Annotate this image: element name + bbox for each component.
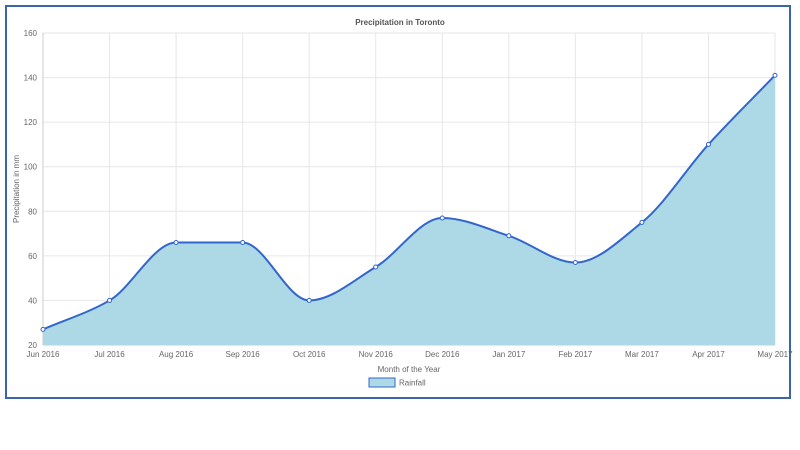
x-axis-ticks: Jun 2016 Jul 2016 Aug 2016 Sep 2016 Oct 2016… [27,350,794,359]
y-tick-label: 160 [24,29,38,38]
y-tick-label: 80 [28,207,37,216]
y-tick-label: 100 [24,163,38,172]
x-tick-label: Feb 2017 [558,350,592,359]
y-axis-ticks: 20 40 60 80 100 120 140 160 [24,29,38,350]
plot-area [40,72,778,345]
data-point[interactable] [506,233,512,239]
data-point[interactable] [639,219,645,225]
x-tick-label: May 2017 [757,350,793,359]
data-point[interactable] [439,215,445,221]
data-point[interactable] [240,239,246,245]
data-point[interactable] [705,141,711,147]
legend-label: Rainfall [399,379,426,388]
y-axis-label: Precipitation in mm [12,155,21,223]
x-tick-label: Jul 2016 [94,350,125,359]
y-tick-label: 120 [24,118,38,127]
data-point[interactable] [306,297,312,303]
x-tick-label: Jan 2017 [492,350,525,359]
data-point[interactable] [772,72,778,78]
x-tick-label: Jun 2016 [27,350,60,359]
x-tick-label: Apr 2017 [692,350,725,359]
x-tick-label: Oct 2016 [293,350,326,359]
x-tick-label: Nov 2016 [359,350,394,359]
data-point[interactable] [173,239,179,245]
x-tick-label: Mar 2017 [625,350,659,359]
legend-swatch [368,377,396,388]
y-tick-label: 20 [28,341,37,350]
y-tick-label: 140 [24,74,38,83]
y-tick-label: 40 [28,296,37,305]
x-tick-label: Dec 2016 [425,350,460,359]
series-line-rainfall [42,74,776,331]
legend: Rainfall [368,377,426,388]
data-point[interactable] [40,326,46,332]
x-tick-label: Aug 2016 [159,350,194,359]
y-tick-label: 60 [28,252,37,261]
data-point[interactable] [373,264,379,270]
chart-title: Precipitation in Toronto [355,18,445,27]
series-area-rainfall [43,75,775,345]
x-axis-label: Month of the Year [378,365,441,374]
data-point[interactable] [572,260,578,266]
x-tick-label: Sep 2016 [226,350,261,359]
data-point[interactable] [107,297,113,303]
